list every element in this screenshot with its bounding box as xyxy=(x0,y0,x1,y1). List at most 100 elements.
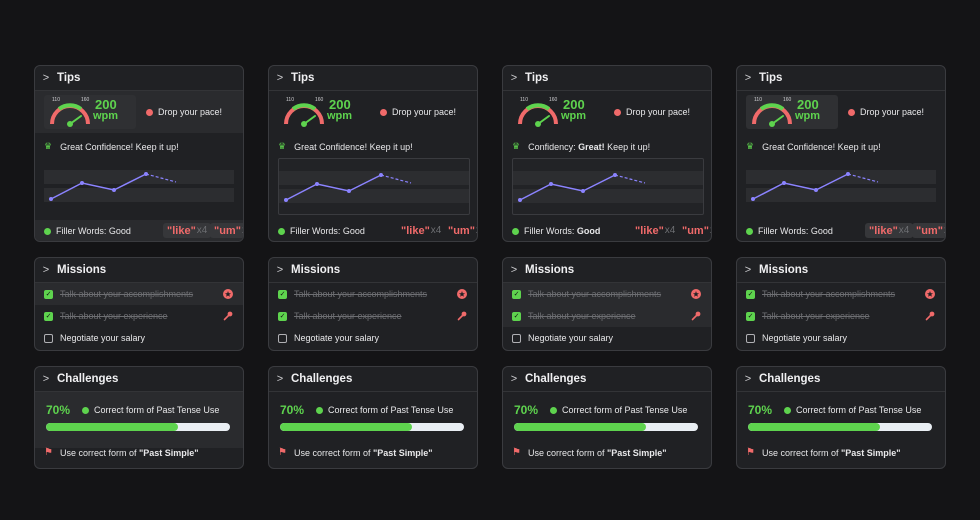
filler-count: x2 xyxy=(710,225,711,236)
chevron-right-icon[interactable]: > xyxy=(42,373,50,385)
filler-words-text: Filler Words: Good xyxy=(758,226,833,236)
wpm-unit: wpm xyxy=(93,110,119,122)
challenge-label-text: Correct form of Past Tense Use xyxy=(562,405,688,415)
chart-band xyxy=(513,189,703,203)
checkbox-checked[interactable]: ✓ xyxy=(44,289,53,299)
checkbox-checked[interactable]: ✓ xyxy=(278,311,287,321)
chart-point xyxy=(549,182,553,186)
tips-header[interactable]: > Tips xyxy=(737,66,945,91)
chevron-right-icon[interactable]: > xyxy=(276,72,284,84)
mission-item[interactable]: ✓ Talk about your accomplishments xyxy=(35,283,243,305)
status-dot-icon xyxy=(278,227,285,235)
checkbox-checked[interactable]: ✓ xyxy=(44,311,53,321)
mission-item[interactable]: ✓ Talk about your experience xyxy=(737,305,945,327)
missions-header[interactable]: > Missions xyxy=(269,258,477,283)
chevron-right-icon[interactable]: > xyxy=(42,264,50,276)
checkbox-checked[interactable]: ✓ xyxy=(278,289,287,299)
crown-icon: ♛ xyxy=(278,141,287,151)
chart-point xyxy=(782,181,786,185)
checkbox-unchecked[interactable] xyxy=(746,333,755,343)
gauge-max-label: 160 xyxy=(315,97,324,103)
checkbox-unchecked[interactable] xyxy=(512,333,521,343)
filler-um-badge: "um" x2 xyxy=(210,223,243,238)
filler-word: "um" xyxy=(448,224,475,237)
status-dot-icon xyxy=(550,406,557,414)
mission-label: Talk about your experience xyxy=(762,311,870,321)
gauge-min-label: 110 xyxy=(520,97,528,103)
mission-item[interactable]: Negotiate your salary xyxy=(269,327,477,349)
mission-item[interactable]: ✓ Talk about your accomplishments xyxy=(269,283,477,305)
star-badge-icon xyxy=(691,289,701,299)
filler-word: "like" xyxy=(635,224,664,237)
challenge-label: Correct form of Past Tense Use xyxy=(82,405,219,415)
mission-item[interactable]: Negotiate your salary xyxy=(35,327,243,349)
mission-item[interactable]: Negotiate your salary xyxy=(503,327,711,349)
gauge-max-label: 160 xyxy=(81,97,90,103)
mission-label: Negotiate your salary xyxy=(528,333,614,343)
checkbox-checked[interactable]: ✓ xyxy=(746,311,755,321)
gauge-min-label: 110 xyxy=(286,97,294,103)
challenge-label: Correct form of Past Tense Use xyxy=(316,405,453,415)
challenges-card: > Challenges 70% Correct form of Past Te… xyxy=(268,366,478,469)
challenges-title: Challenges xyxy=(525,373,587,385)
mission-item[interactable]: ✓ Talk about your accomplishments xyxy=(503,283,711,305)
chevron-right-icon[interactable]: > xyxy=(42,72,50,84)
mission-item[interactable]: ✓ Talk about your experience xyxy=(503,305,711,327)
pace-tip-text: Drop your pace! xyxy=(392,107,457,117)
chart-point xyxy=(751,197,755,201)
missions-header[interactable]: > Missions xyxy=(35,258,243,283)
mission-item[interactable]: ✓ Talk about your experience xyxy=(269,305,477,327)
chevron-right-icon[interactable]: > xyxy=(276,264,284,276)
chevron-right-icon[interactable]: > xyxy=(744,264,752,276)
chevron-right-icon[interactable]: > xyxy=(510,264,518,276)
challenges-header[interactable]: > Challenges xyxy=(269,367,477,392)
challenge-goal: ⚑ Use correct form of "Past Simple" xyxy=(278,447,433,458)
tips-header[interactable]: > Tips xyxy=(35,66,243,91)
coaching-panel-column: > Tips 110 160 200 wpm Drop your pace! xyxy=(268,65,478,469)
chevron-right-icon[interactable]: > xyxy=(744,72,752,84)
chevron-right-icon[interactable]: > xyxy=(510,72,518,84)
flag-icon: ⚑ xyxy=(44,447,53,458)
filler-words-status: Filler Words: Good xyxy=(44,226,131,236)
mission-item[interactable]: ✓ Talk about your experience xyxy=(35,305,243,327)
checkbox-unchecked[interactable] xyxy=(44,333,53,343)
checkbox-checked[interactable]: ✓ xyxy=(746,289,755,299)
tips-card: > Tips 110 160 200 wpm Drop your pace! xyxy=(34,65,244,242)
pace-line-chart-svg xyxy=(279,171,469,203)
challenges-title: Challenges xyxy=(291,373,353,385)
chart-point xyxy=(347,189,351,193)
challenges-header[interactable]: > Challenges xyxy=(737,367,945,392)
mission-label: Talk about your experience xyxy=(294,311,402,321)
missions-header[interactable]: > Missions xyxy=(503,258,711,283)
missions-header[interactable]: > Missions xyxy=(737,258,945,283)
mission-item[interactable]: Negotiate your salary xyxy=(737,327,945,349)
mission-item[interactable]: ✓ Talk about your accomplishments xyxy=(737,283,945,305)
tips-header[interactable]: > Tips xyxy=(503,66,711,91)
tips-header[interactable]: > Tips xyxy=(269,66,477,91)
crown-icon: ♛ xyxy=(44,141,53,151)
chevron-right-icon[interactable]: > xyxy=(744,373,752,385)
wpm-value: 200 xyxy=(797,97,819,112)
challenge-goal-text: Use correct form of "Past Simple" xyxy=(527,447,667,458)
chevron-right-icon[interactable]: > xyxy=(276,373,284,385)
missions-card: > Missions ✓ Talk about your accomplishm… xyxy=(34,257,244,351)
speed-gauge-icon xyxy=(752,103,792,127)
challenges-header[interactable]: > Challenges xyxy=(35,367,243,392)
warning-dot-icon xyxy=(848,108,855,116)
tips-card: > Tips 110 160 200 wpm Drop your pace! xyxy=(736,65,946,242)
status-dot-icon xyxy=(784,406,791,414)
status-dot-icon xyxy=(316,406,323,414)
checkbox-checked[interactable]: ✓ xyxy=(512,311,521,321)
checkbox-checked[interactable]: ✓ xyxy=(512,289,521,299)
challenge-percent: 70% xyxy=(748,403,773,417)
checkbox-unchecked[interactable] xyxy=(278,333,287,343)
chart-band xyxy=(44,188,234,202)
chevron-right-icon[interactable]: > xyxy=(510,373,518,385)
missions-card: > Missions ✓ Talk about your accomplishm… xyxy=(736,257,946,351)
filler-like-badge: "like" x4 xyxy=(397,223,445,238)
challenge-progress-fill xyxy=(46,423,179,431)
filler-word: "um" xyxy=(682,224,709,237)
chart-point xyxy=(315,182,319,186)
challenges-header[interactable]: > Challenges xyxy=(503,367,711,392)
pace-line-chart-svg xyxy=(746,170,936,202)
